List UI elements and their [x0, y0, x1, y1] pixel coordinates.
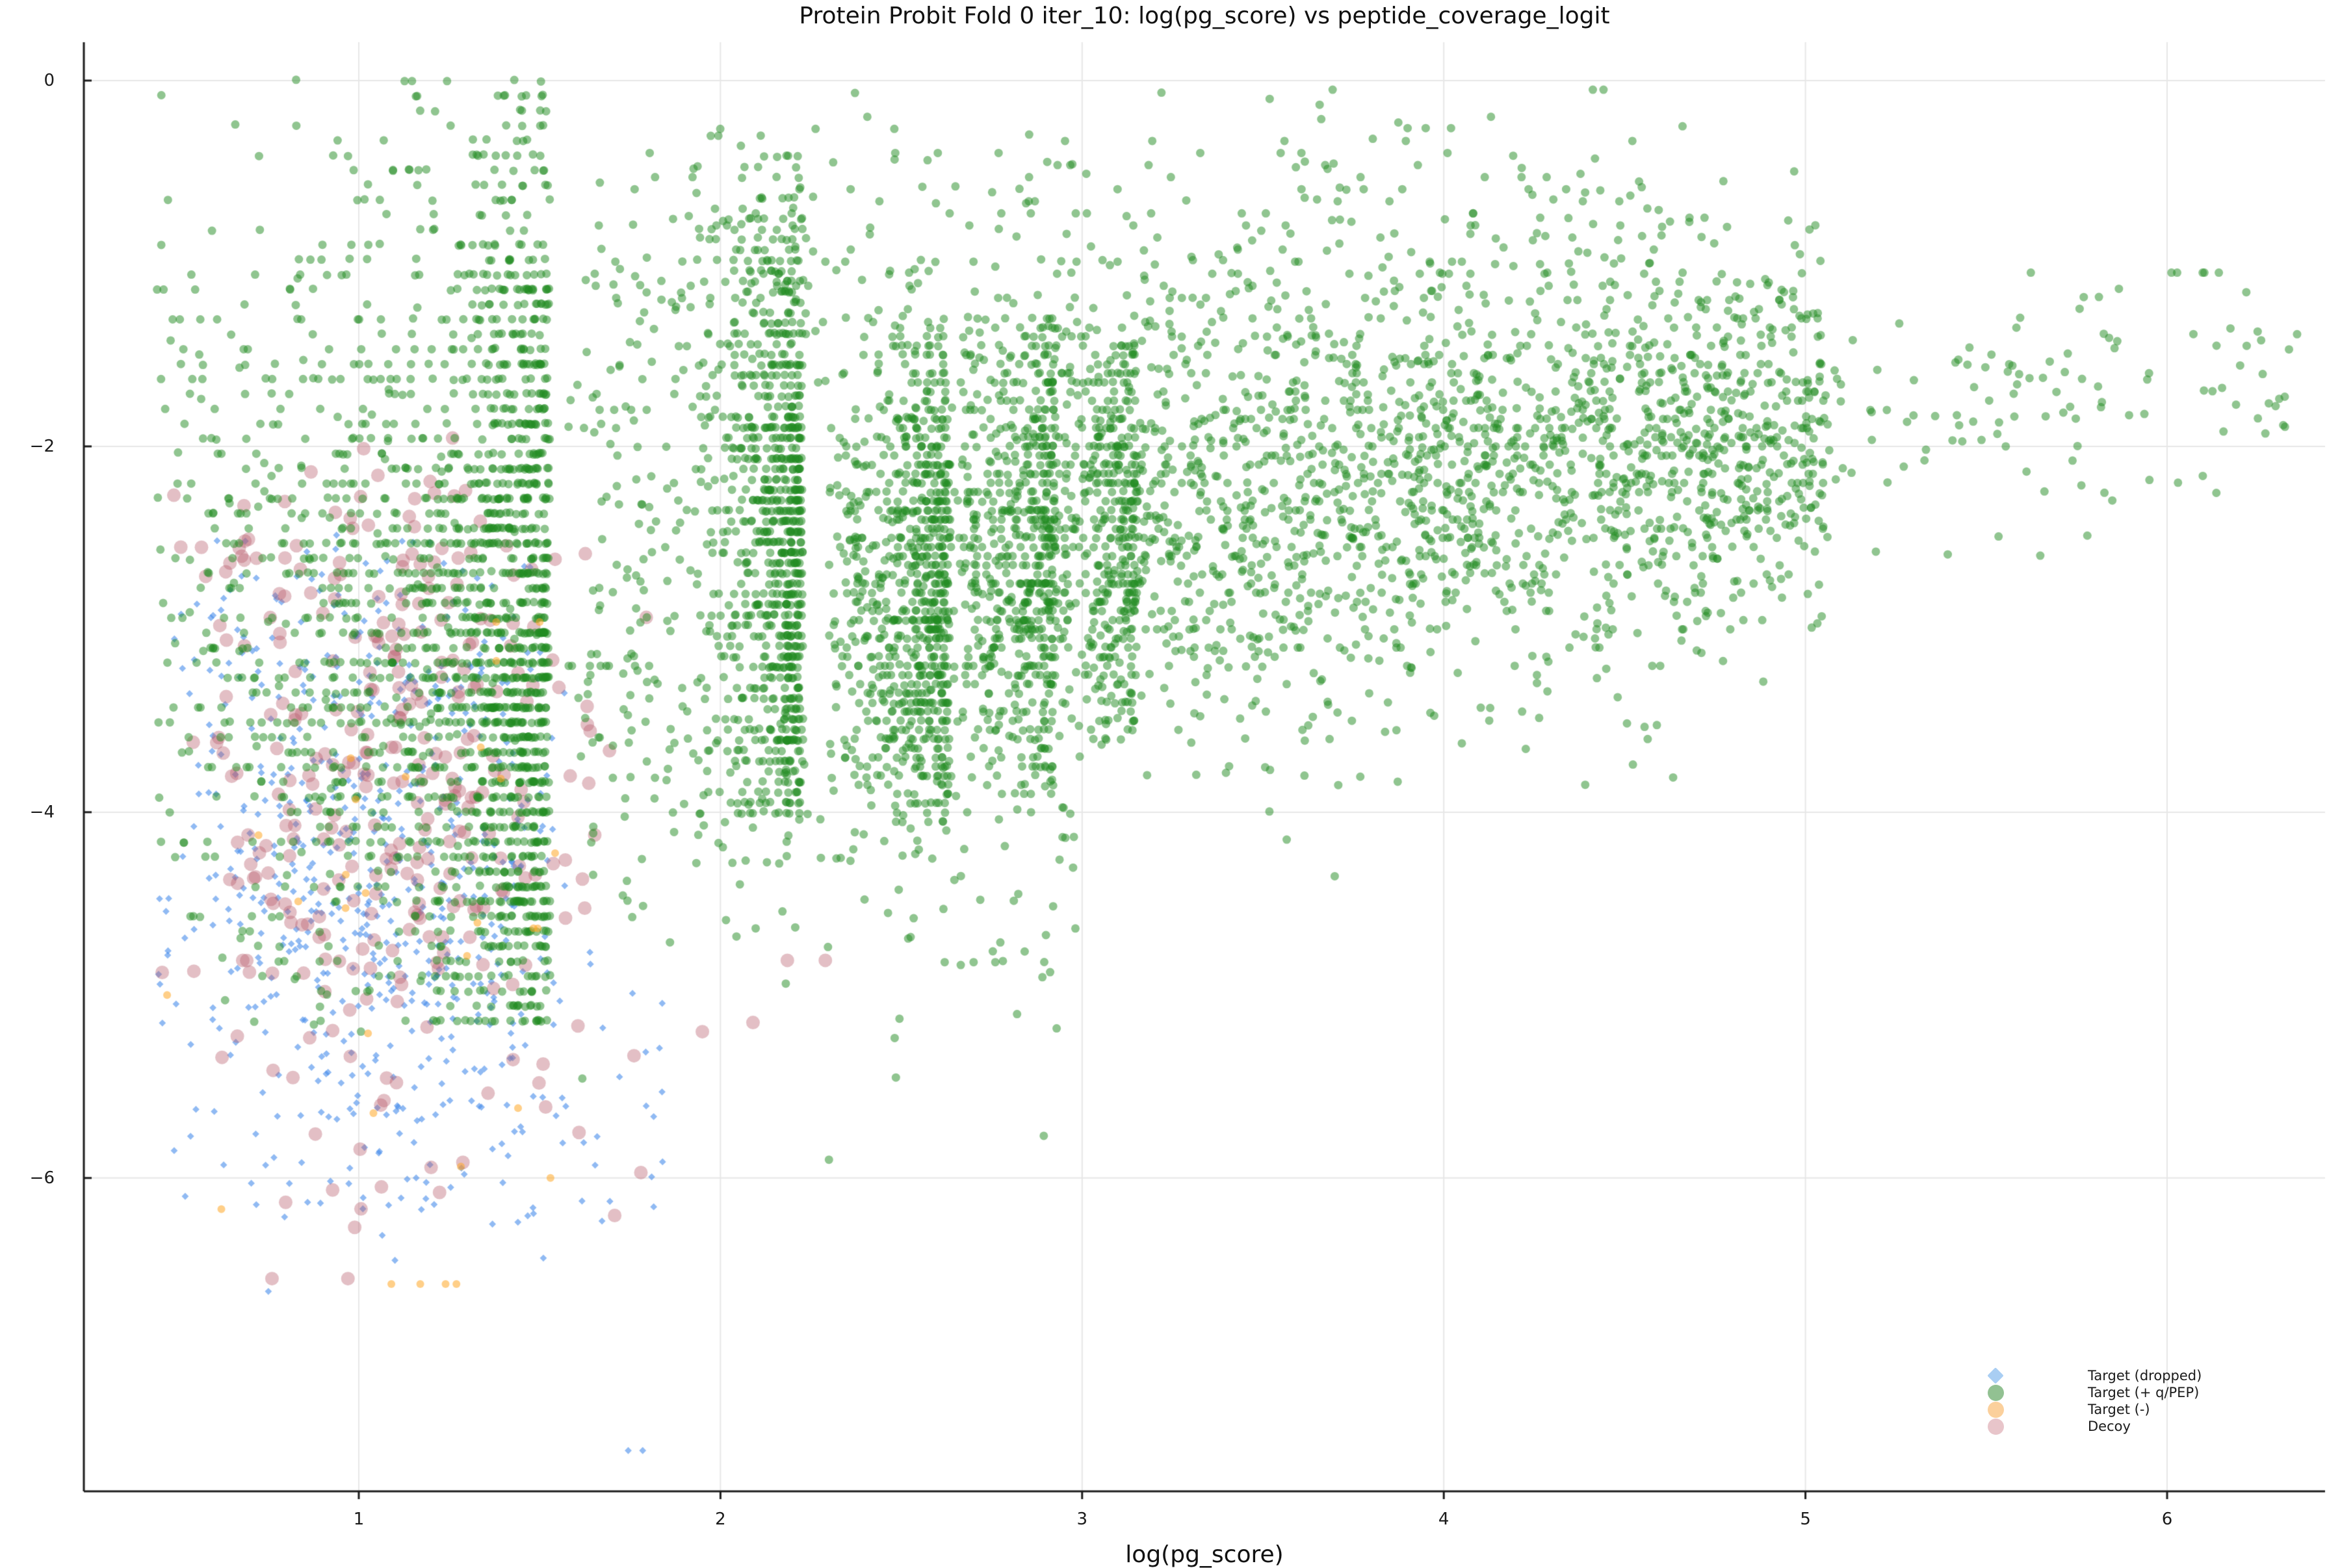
- x-axis-label: log(pg_score): [1125, 1541, 1284, 1568]
- y-tick-label: −6: [29, 1168, 55, 1188]
- legend-entry: Target (-): [1986, 1401, 2202, 1418]
- x-tick-label: 6: [2161, 1510, 2173, 1529]
- legend-label: Target (dropped): [2088, 1368, 2202, 1383]
- y-tick-label: −4: [29, 802, 55, 822]
- legend: Target (dropped) Target (+ q/PEP) Target (…: [1986, 1367, 2202, 1435]
- legend-entry: Decoy: [1986, 1418, 2202, 1435]
- legend-label: Decoy: [2088, 1419, 2131, 1434]
- y-tick-label: −2: [29, 436, 55, 456]
- x-tick-label: 1: [353, 1510, 365, 1529]
- x-tick-label: 5: [1800, 1510, 1811, 1529]
- legend-label: Target (+ q/PEP): [2088, 1385, 2200, 1400]
- legend-entry: Target (dropped): [1986, 1367, 2202, 1384]
- x-tick-label: 2: [715, 1510, 726, 1529]
- legend-circle-icon: [1986, 1418, 2005, 1435]
- legend-label: Target (-): [2088, 1402, 2150, 1417]
- chart-title: Protein Probit Fold 0 iter_10: log(pg_sc…: [799, 3, 1610, 29]
- y-tick-label: 0: [44, 70, 55, 90]
- legend-circle-icon: [1986, 1384, 2005, 1401]
- legend-circle-icon: [1986, 1401, 2005, 1418]
- x-tick-label: 4: [1438, 1510, 1450, 1529]
- legend-entry: Target (+ q/PEP): [1986, 1384, 2202, 1401]
- x-tick-label: 3: [1076, 1510, 1088, 1529]
- legend-diamond-icon: [1986, 1367, 2005, 1384]
